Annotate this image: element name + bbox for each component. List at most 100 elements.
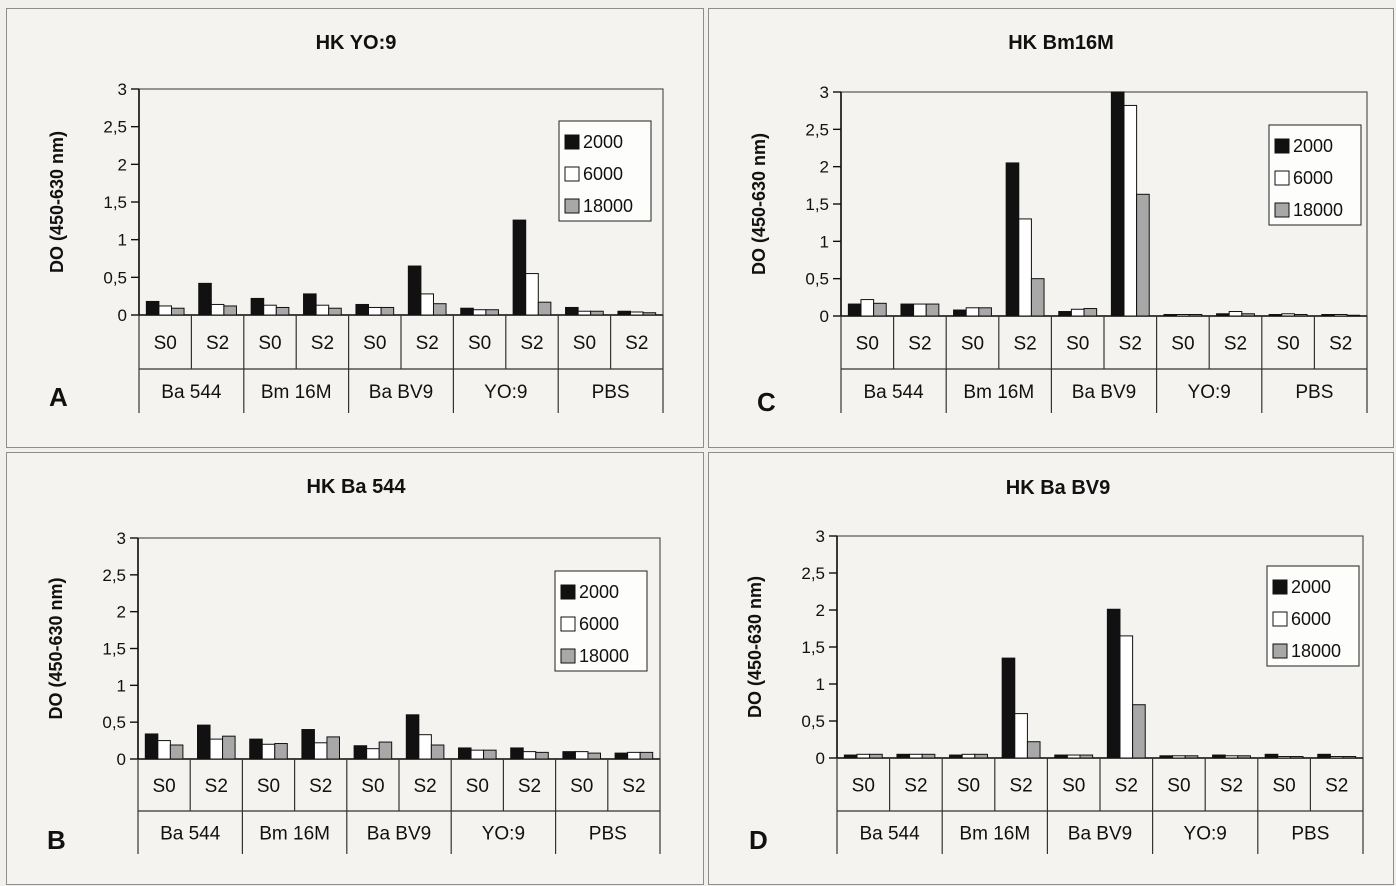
bar-2000-7	[1163, 314, 1178, 317]
y-tick-label: 1,5	[102, 640, 126, 659]
y-tick-label: 1,5	[805, 195, 829, 214]
bar-18000-7	[483, 749, 497, 760]
x-tick-label: S2	[206, 333, 229, 354]
y-axis-label: DO (450-630 nm)	[47, 131, 67, 273]
y-tick-label: 0	[820, 307, 829, 326]
bar-2000-8	[1212, 754, 1226, 759]
bar-6000-6	[1119, 635, 1134, 759]
x-tick-label: S2	[1119, 334, 1142, 355]
y-tick-label: 1	[117, 676, 126, 695]
x-tick-label: S0	[152, 776, 175, 797]
x-tick-label: S2	[416, 333, 439, 354]
x-tick-label: S2	[1220, 776, 1243, 797]
legend-swatch	[1272, 579, 1288, 595]
x-tick-label: S0	[363, 333, 386, 354]
bar-18000-2	[925, 303, 940, 317]
bar-18000-6	[430, 744, 445, 760]
x-tick-label: S0	[1066, 334, 1089, 355]
bar-2000-10	[617, 310, 632, 316]
legend-label: 18000	[579, 646, 629, 666]
bar-6000-8	[1224, 755, 1239, 759]
bar-2000-2	[896, 753, 911, 759]
legend-swatch	[560, 584, 576, 600]
bar-6000-6	[1123, 104, 1138, 317]
group-label: Ba BV9	[367, 824, 431, 845]
x-tick-label: S0	[468, 333, 491, 354]
bar-2000-6	[405, 714, 420, 760]
bar-18000-6	[1136, 193, 1150, 317]
bar-18000-7	[1188, 314, 1203, 317]
legend-label: 2000	[1291, 577, 1331, 597]
bar-2000-7	[458, 747, 472, 760]
panel-letter: C	[757, 387, 776, 417]
legend-swatch	[1272, 611, 1288, 627]
bar-6000-2	[209, 738, 224, 760]
group-label: YO:9	[1188, 382, 1231, 403]
bar-18000-3	[275, 306, 290, 316]
bar-2000-9	[1268, 314, 1283, 317]
x-tick-label: S0	[573, 333, 596, 354]
panel-letter: A	[49, 382, 68, 412]
bar-18000-1	[170, 307, 185, 316]
bar-6000-9	[577, 310, 592, 316]
group-label: YO:9	[482, 824, 525, 845]
y-tick-label: 0,5	[102, 713, 126, 732]
x-tick-label: S2	[625, 333, 648, 354]
y-tick-label: 3	[117, 529, 126, 548]
x-tick-label: S2	[520, 333, 543, 354]
bar-18000-1	[869, 753, 883, 759]
legend-label: 6000	[1293, 168, 1333, 188]
bar-2000-10	[1317, 753, 1331, 759]
bar-18000-9	[590, 310, 604, 316]
bar-2000-3	[250, 297, 265, 316]
bar-6000-9	[1281, 313, 1295, 317]
group-label: Ba BV9	[1072, 382, 1136, 403]
y-tick-label: 2,5	[801, 564, 825, 583]
y-tick-label: 1	[820, 232, 829, 251]
bar-2000-1	[145, 300, 160, 316]
x-tick-label: S2	[1325, 776, 1348, 797]
x-tick-label: S0	[258, 333, 281, 354]
legend-label: 18000	[1291, 641, 1341, 661]
bar-18000-1	[873, 302, 887, 317]
bar-2000-9	[562, 751, 576, 760]
group-label: Bm 16M	[259, 824, 330, 845]
y-tick-label: 3	[118, 80, 127, 99]
bar-6000-5	[1066, 754, 1081, 759]
bar-2000-7	[1159, 755, 1174, 759]
chart-panel-d: HK Ba BV9 DO (450-630 nm) 0 0,5 1 1,5 2 2,5 3 S0 S…	[708, 452, 1394, 885]
y-tick-label: 1,5	[103, 193, 127, 212]
group-label: PBS	[589, 824, 627, 845]
bar-6000-1	[158, 305, 172, 316]
bar-2000-5	[1058, 311, 1072, 317]
legend-label: 6000	[583, 164, 623, 184]
y-tick-label: 1,5	[801, 638, 825, 657]
x-tick-label: S0	[852, 776, 875, 797]
legend-swatch	[1272, 643, 1288, 659]
x-tick-label: S0	[361, 776, 384, 797]
x-tick-label: S0	[957, 776, 980, 797]
bar-2000-2	[197, 724, 211, 760]
legend-swatch	[564, 198, 580, 214]
group-label: PBS	[1291, 824, 1329, 845]
x-tick-label: S2	[908, 334, 931, 355]
bar-2000-4	[1001, 657, 1016, 759]
y-tick-label: 3	[820, 83, 829, 102]
bar-18000-3	[274, 743, 288, 760]
bar-6000-4	[1014, 713, 1028, 759]
x-tick-label: S0	[1062, 776, 1085, 797]
bar-18000-4	[328, 307, 342, 316]
y-tick-label: 0,5	[801, 712, 825, 731]
chart-svg: HK Ba 544 DO (450-630 nm) 0 0,5 1 1,5 2 2,5 3 S0 S…	[46, 476, 661, 855]
x-tick-label: S0	[466, 776, 489, 797]
x-tick-label: S0	[257, 776, 280, 797]
group-label: Ba 544	[161, 382, 222, 403]
bar-2000-10	[614, 752, 629, 760]
bar-2000-3	[249, 738, 263, 760]
bar-18000-10	[1342, 756, 1357, 759]
bar-18000-4	[326, 736, 340, 760]
bar-18000-8	[1241, 313, 1255, 317]
legend-swatch	[1274, 138, 1290, 154]
bar-2000-7	[460, 307, 474, 316]
bar-6000-5	[368, 306, 382, 316]
